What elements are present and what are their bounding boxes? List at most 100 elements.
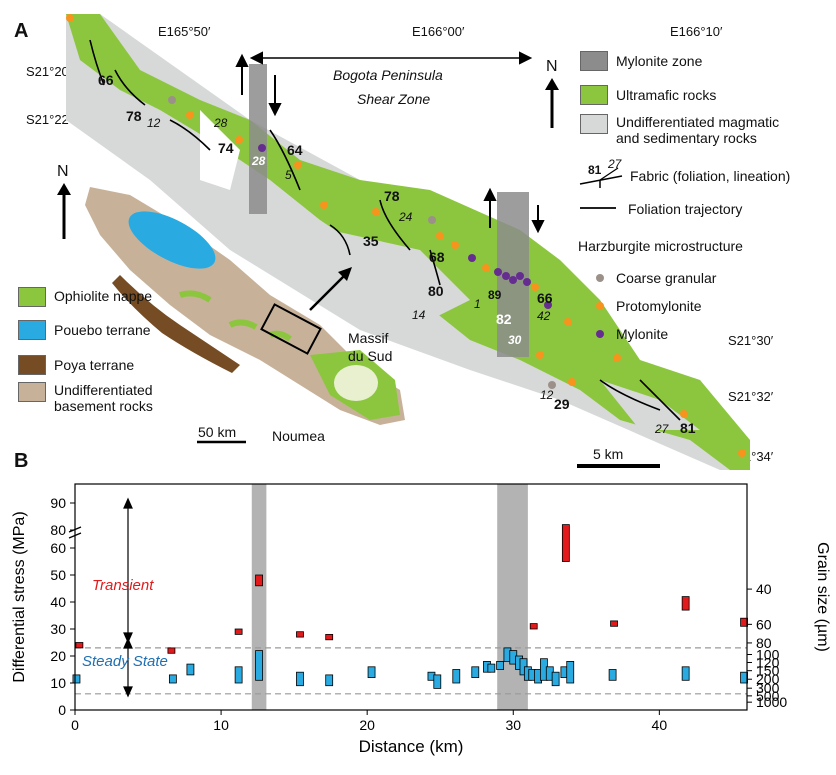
steady-state-stress-bar	[487, 663, 496, 673]
transient-stress-bar	[610, 620, 618, 627]
ultramafic-rocks-area	[66, 14, 750, 470]
panel-b-letter: B	[14, 450, 29, 472]
fabric-symbol-icon	[579, 167, 623, 188]
fabric-dip-label: 82	[496, 311, 512, 327]
legend-label: basement rocks	[54, 398, 153, 414]
y-axis-label: Differential stress (MPa)	[11, 511, 28, 682]
x-tick-label: 40	[652, 717, 668, 733]
x-tick-label: 10	[213, 717, 229, 733]
lineation-label: 42	[537, 309, 551, 323]
geologic-map	[66, 14, 750, 470]
inset-map	[85, 187, 405, 444]
transient-stress-bar	[296, 631, 304, 638]
city-label: Noumea	[272, 428, 325, 444]
massif-label: Massif	[348, 330, 389, 346]
y-tick-label: 40	[50, 594, 66, 610]
x-tick-label: 30	[505, 717, 521, 733]
transient-annotation: Transient	[92, 577, 154, 594]
legend-swatch	[580, 114, 608, 134]
microstructure-title: Harzburgite microstructure	[578, 238, 743, 254]
steady-state-stress-bar	[433, 674, 442, 689]
steady-state-stress-bar	[566, 660, 575, 684]
latitude-label: S21°32′	[728, 389, 774, 404]
inset-legend: Ophiolite nappe Pouebo terrane Poya terr…	[18, 282, 153, 414]
fabric-dip-label: 74	[218, 140, 234, 156]
transient-stress-bar	[167, 647, 176, 654]
legend-swatch	[18, 287, 46, 307]
fabric-dip-label: 35	[363, 233, 379, 249]
mylonite-zone	[249, 64, 267, 214]
fabric-dip-label: 68	[429, 249, 445, 265]
trajectory-line-icon	[580, 207, 616, 209]
mylonite-zone-band	[497, 484, 528, 710]
steady-state-stress-bar	[255, 650, 263, 681]
fabric-dip-label: 81	[680, 420, 696, 436]
trajectory-legend-label: Foliation trajectory	[628, 201, 743, 217]
transient-stress-bar	[561, 524, 570, 562]
lineation-label: 12	[540, 388, 554, 402]
shear-zone-label: Bogota Peninsula	[333, 67, 443, 83]
transient-stress-bar	[255, 574, 263, 587]
lineation-label: 24	[399, 210, 413, 224]
stress-chart: 0 10 20 30 400102030405060809040608010012015…	[11, 483, 831, 756]
y2-tick-label: 120	[756, 654, 780, 670]
fabric-dip-label: 66	[537, 290, 553, 306]
inset-scale-label: 50 km	[198, 424, 237, 440]
lineation-label: 14	[412, 308, 426, 322]
mylonite-dot-icon	[596, 330, 604, 338]
y2-tick-label: 500	[756, 688, 780, 704]
transient-stress-bar	[681, 596, 690, 611]
x-axis-label: Distance (km)	[359, 737, 464, 756]
legend-label: Ophiolite nappe	[54, 288, 153, 305]
y-tick-label: 30	[50, 621, 66, 637]
legend-label: Undifferentiated	[54, 382, 153, 398]
y-tick-label: 60	[50, 540, 66, 556]
legend-label: Ultramafic rocks	[616, 87, 717, 103]
lineation-label: 5	[285, 168, 292, 182]
legend-label: Mylonite zone	[616, 53, 703, 69]
legend-swatch	[580, 51, 608, 71]
y2-tick-label: 80	[756, 635, 772, 651]
coarse-granular-dot-icon	[596, 274, 604, 282]
steady-state-stress-bar	[452, 669, 461, 684]
legend-label: and sedimentary rocks	[616, 130, 757, 146]
longitude-label: E165°50′	[158, 24, 211, 39]
legend-swatch	[580, 85, 608, 105]
fabric-dip-label: 66	[98, 72, 114, 88]
north-arrow-icon	[545, 78, 559, 128]
fabric-plunge-label: 27	[608, 157, 622, 171]
lineation-label: 28	[252, 154, 266, 168]
massif-label: du Sud	[348, 348, 393, 364]
legend-swatch	[18, 382, 46, 402]
lineation-label: 12	[147, 116, 161, 130]
y-tick-label: 80	[50, 522, 66, 538]
steady-state-stress-bar	[471, 666, 480, 679]
steady-state-stress-bar	[325, 674, 334, 687]
axis-break-icon	[68, 526, 82, 539]
latitude-label: S21°22′	[26, 112, 72, 127]
steady-state-stress-bar	[72, 674, 81, 684]
fabric-legend-label: Fabric (foliation, lineation)	[630, 168, 791, 184]
y2-tick-label: 200	[756, 671, 780, 687]
fabric-dip-label: 78	[126, 108, 142, 124]
y2-tick-label: 60	[756, 616, 772, 632]
legend-swatch	[18, 355, 46, 375]
legend-label: Protomylonite	[616, 298, 702, 314]
steady-state-stress-bar	[608, 669, 617, 681]
y2-tick-label: 100	[756, 647, 780, 663]
y-tick-label: 90	[50, 495, 66, 511]
transient-stress-bar	[75, 642, 84, 649]
legend-label: Poya terrane	[54, 357, 135, 373]
steady-state-stress-bar	[496, 660, 505, 670]
panel-a-letter: A	[14, 20, 29, 42]
steady-state-stress-bar	[551, 671, 560, 687]
fabric-dip-label: 29	[554, 396, 570, 412]
fabric-dip-label: 81	[588, 163, 602, 177]
y2-tick-label: 150	[756, 663, 780, 679]
y2-tick-label: 1000	[756, 694, 787, 710]
y2-tick-label: 300	[756, 680, 780, 696]
fabric-dip-label: 80	[428, 283, 444, 299]
y-tick-label: 10	[50, 675, 66, 691]
fabric-dip-label: 64	[287, 142, 303, 158]
steady-state-stress-bar	[367, 666, 376, 679]
